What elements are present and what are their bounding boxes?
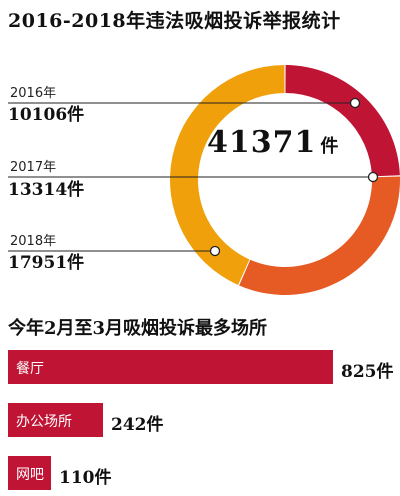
total-count: 41371 件 bbox=[207, 125, 338, 160]
leader-marker-2016 bbox=[349, 97, 361, 109]
slice-label-2017: 2017年 bbox=[10, 160, 57, 175]
slice-2018 bbox=[170, 65, 285, 285]
slice-value-2016: 10106件 bbox=[8, 105, 85, 125]
bar-value-restaurant: 825件 bbox=[341, 362, 394, 382]
slice-value-2018: 17951件 bbox=[8, 253, 85, 273]
total-number: 41371 bbox=[207, 125, 317, 160]
slice-label-2018: 2018年 bbox=[10, 234, 57, 249]
bar-label-office: 办公场所 bbox=[16, 414, 72, 430]
bar-label-internet-cafe: 网吧 bbox=[16, 467, 44, 483]
bar-label-restaurant: 餐厅 bbox=[16, 361, 44, 377]
bar-office: 办公场所 bbox=[8, 403, 103, 437]
bar-restaurant: 餐厅 bbox=[8, 350, 333, 384]
bar-value-office: 242件 bbox=[111, 415, 164, 435]
chart-title: 2016-2018年违法吸烟投诉举报统计 bbox=[8, 10, 341, 32]
bar-internet-cafe: 网吧 bbox=[8, 456, 51, 490]
bar-value-internet-cafe: 110件 bbox=[59, 468, 112, 488]
total-unit: 件 bbox=[320, 136, 339, 157]
slice-label-2016: 2016年 bbox=[10, 86, 57, 101]
donut-chart bbox=[8, 65, 400, 295]
slice-2017 bbox=[239, 176, 400, 295]
slice-2016 bbox=[285, 65, 400, 177]
leader-marker-2018 bbox=[209, 245, 221, 257]
leader-marker-2017 bbox=[367, 171, 379, 183]
bar-chart-title: 今年2月至3月吸烟投诉最多场所 bbox=[8, 318, 268, 339]
slice-value-2017: 13314件 bbox=[8, 180, 85, 200]
